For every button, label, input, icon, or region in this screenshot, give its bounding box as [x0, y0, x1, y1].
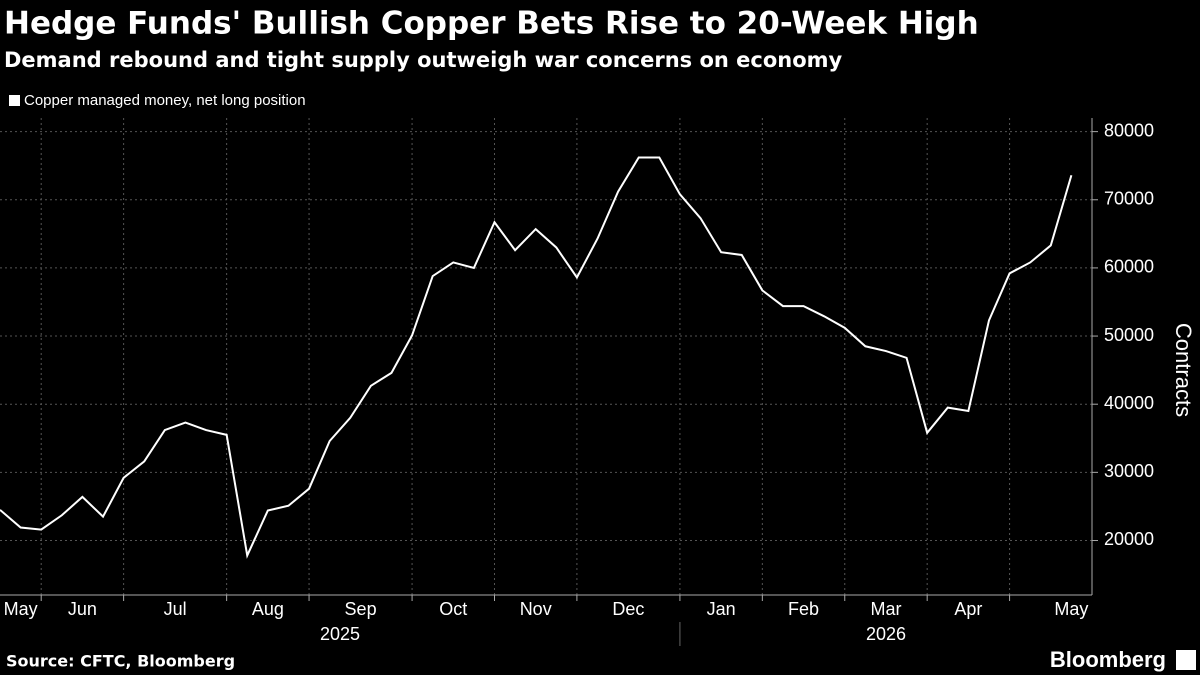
x-tick-label: Apr: [954, 599, 982, 619]
brand-icon: [1176, 650, 1196, 670]
source: Source: CFTC, Bloomberg: [6, 652, 235, 671]
x-tick-label: Sep: [345, 599, 377, 619]
x-tick-label: Aug: [252, 599, 284, 619]
legend-swatch: [9, 95, 20, 106]
y-tick-label: 50000: [1104, 325, 1154, 345]
x-tick-label: Jun: [68, 599, 97, 619]
y-tick-label: 40000: [1104, 393, 1154, 413]
year-label: 2026: [866, 624, 906, 644]
x-tick-label: May: [1054, 599, 1088, 619]
data-line: [0, 156, 1073, 559]
x-tick-label: Dec: [612, 599, 644, 619]
y-tick-label: 20000: [1104, 529, 1154, 549]
y-tick-label: 60000: [1104, 257, 1154, 277]
y-tick-label: 80000: [1104, 120, 1154, 140]
x-tick-label: May: [4, 599, 38, 619]
x-tick-label: Oct: [439, 599, 467, 619]
brand: Bloomberg: [1050, 647, 1166, 672]
y-tick-label: 70000: [1104, 189, 1154, 209]
y-axis-label: Contracts: [1171, 323, 1196, 417]
x-tick-label: Feb: [788, 599, 819, 619]
chart-title: Hedge Funds' Bullish Copper Bets Rise to…: [4, 6, 979, 42]
x-tick-label: Jan: [707, 599, 736, 619]
x-tick-label: Jul: [164, 599, 187, 619]
chart-subtitle: Demand rebound and tight supply outweigh…: [4, 48, 843, 72]
x-tick-label: Mar: [870, 599, 901, 619]
y-tick-label: 30000: [1104, 461, 1154, 481]
x-tick-label: Nov: [520, 599, 552, 619]
year-label: 2025: [320, 624, 360, 644]
legend-label: Copper managed money, net long position: [24, 92, 306, 109]
